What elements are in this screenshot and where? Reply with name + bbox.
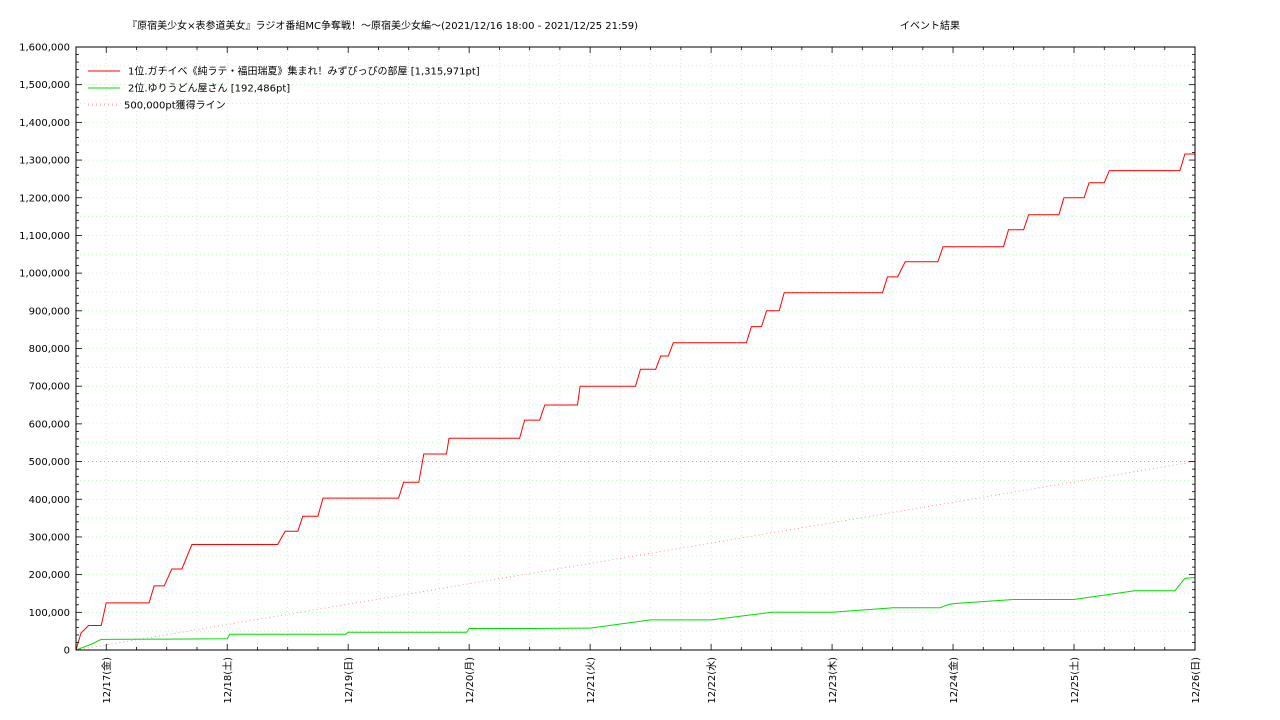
y-tick-label: 1,100,000	[19, 231, 70, 242]
y-tick-label: 200,000	[29, 570, 70, 581]
legend-label-2: 2位.ゆりうどん屋さん [192,486pt]	[128, 82, 290, 95]
legend: 1位.ガチイベ《純ラテ・福田瑞夏》集まれ！みずぴっぴの部屋 [1,315,971…	[88, 65, 480, 112]
x-tick-label: 12/24(金)	[947, 657, 960, 704]
x-tick-label: 12/21(火)	[585, 657, 597, 704]
y-tick-label: 100,000	[29, 608, 70, 619]
legend-label-3: 500,000pt獲得ライン	[124, 99, 226, 112]
y-tick-label: 1,600,000	[19, 43, 70, 54]
y-axis-tick-labels: 0 100,000 200,000 300,000 400,000 500,000 600,…	[19, 43, 70, 657]
y-tick-label: 1,400,000	[19, 118, 70, 129]
x-tick-label: 12/22(水)	[706, 657, 718, 704]
plot-frame	[75, 46, 1196, 651]
y-tick-label: 400,000	[29, 495, 70, 506]
y-tick-label: 0	[64, 646, 70, 657]
x-tick-label: 12/20(月)	[464, 657, 476, 704]
y-tick-label: 500,000	[29, 457, 70, 468]
x-axis-tick-labels: 12/17(金) 12/18(土) 12/19(日) 12/20(月) 12/21(火)…	[100, 657, 1202, 704]
y-tick-label: 1,000,000	[19, 269, 70, 280]
y-tick-label: 300,000	[29, 532, 70, 543]
x-tick-label: 12/23(木)	[827, 657, 839, 704]
series-lines	[75, 153, 1196, 651]
series-line-1	[75, 153, 1195, 651]
chart-subtitle: イベント結果	[900, 19, 960, 32]
y-tick-label: 1,500,000	[19, 80, 70, 91]
axis-ticks	[76, 46, 1196, 651]
x-tick-label: 12/18(土)	[221, 657, 234, 704]
y-tick-label: 1,300,000	[19, 156, 70, 167]
x-tick-label: 12/19(日)	[344, 657, 355, 704]
y-tick-label: 700,000	[29, 382, 70, 393]
reference-lines	[75, 461, 1196, 651]
series-line-2	[75, 577, 1196, 651]
x-tick-label: 12/25(土)	[1068, 657, 1081, 704]
y-tick-label: 900,000	[29, 306, 70, 317]
y-tick-label: 600,000	[29, 419, 70, 430]
x-tick-label: 12/26(日)	[1191, 657, 1202, 704]
grid	[76, 47, 1196, 650]
legend-label-1: 1位.ガチイベ《純ラテ・福田瑞夏》集まれ！みずぴっぴの部屋 [1,315,971…	[128, 65, 480, 78]
y-tick-label: 800,000	[29, 344, 70, 355]
chart-title: 『原宿美少女×表参道美女』ラジオ番組MC争奪戦！〜原宿美少女編〜(2021/12…	[127, 19, 638, 32]
x-tick-label: 12/17(金)	[100, 657, 113, 704]
y-tick-label: 1,200,000	[19, 193, 70, 204]
